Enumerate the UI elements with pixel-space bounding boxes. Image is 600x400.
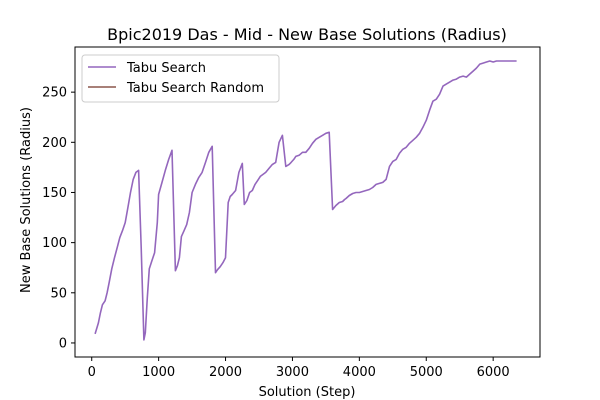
x-tick-label: 2000: [209, 365, 242, 380]
x-tick-label: 5000: [410, 365, 443, 380]
plot-frame: [74, 46, 541, 358]
y-tick-label: 250: [42, 86, 67, 101]
y-axis-title: New Base Solutions (Radius): [19, 107, 34, 293]
x-axis-title: Solution (Step): [259, 385, 356, 400]
x-tick-label: 6000: [477, 365, 510, 380]
y-tick-label: 200: [42, 136, 67, 151]
y-tick-label: 50: [50, 286, 67, 301]
y-tick-label: 0: [59, 336, 67, 351]
x-tick-label: 3000: [276, 365, 309, 380]
legend: Tabu Search Tabu Search Random: [81, 54, 280, 103]
x-tick-label: 4000: [343, 365, 376, 380]
axis-ticks: 0 1000 2000 3000 4000 5000 6000 0 50 100 150 200 250: [42, 86, 510, 380]
legend-box: [81, 54, 280, 103]
x-tick-label: 0: [88, 365, 96, 380]
legend-label: Tabu Search: [126, 61, 206, 76]
y-tick-label: 100: [42, 236, 67, 251]
plot-area: [94, 60, 517, 341]
y-tick-label: 150: [42, 186, 67, 201]
x-tick-label: 1000: [142, 365, 175, 380]
chart-title: Bpic2019 Das - Mid - New Base Solutions …: [107, 25, 507, 44]
series-line-1: [94, 60, 517, 341]
legend-label: Tabu Search Random: [126, 81, 264, 96]
